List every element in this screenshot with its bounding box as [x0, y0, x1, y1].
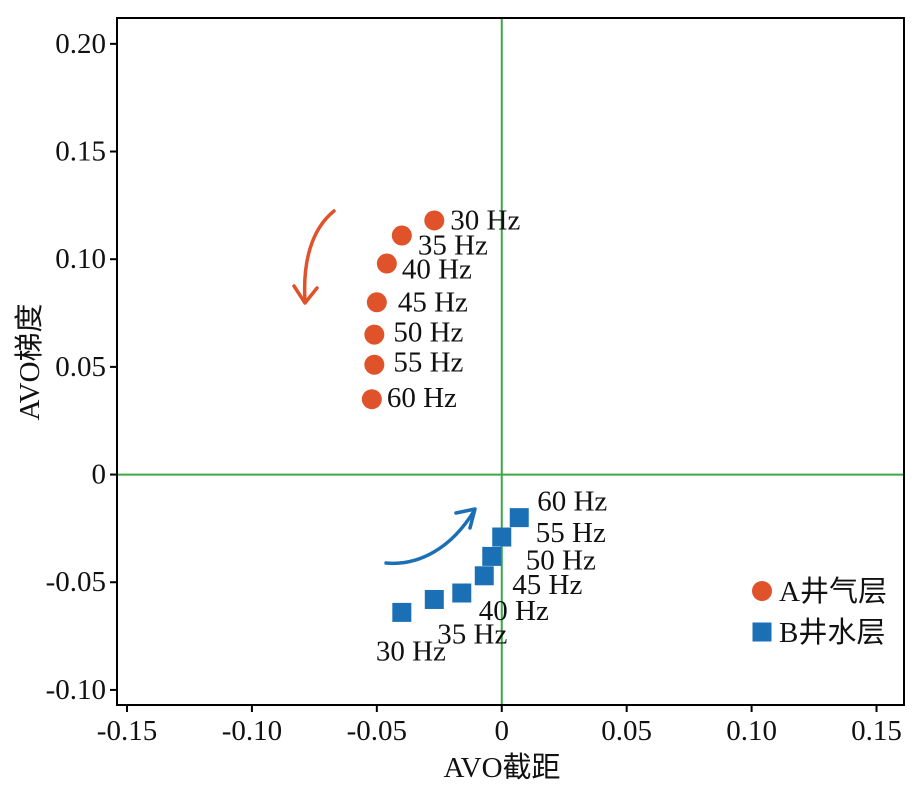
data-point-square	[492, 527, 512, 547]
data-point-circle	[424, 210, 445, 231]
point-frequency-label: 45 Hz	[398, 286, 468, 318]
point-frequency-label: 60 Hz	[387, 382, 457, 414]
data-point-square	[452, 583, 472, 603]
data-point-circle	[361, 389, 382, 410]
x-tick-label: 0.10	[726, 715, 777, 747]
y-tick-label: 0.10	[55, 243, 106, 275]
data-point-circle	[366, 292, 387, 313]
plot-frame	[116, 17, 905, 706]
point-frequency-label: 40 Hz	[402, 254, 472, 286]
y-axis-label: AVO梯度	[13, 303, 46, 420]
data-point-circle	[364, 354, 385, 375]
x-tick-label: -0.05	[347, 715, 407, 747]
point-frequency-label: 50 Hz	[393, 317, 463, 349]
point-frequency-label: 60 Hz	[537, 486, 607, 518]
trend-arrow-a-head	[292, 284, 319, 305]
legend-marker-b	[752, 622, 772, 642]
x-axis: -0.15 -0.10 -0.05 0 0.05 0.10 0.15	[97, 705, 902, 747]
point-frequency-label: 30 Hz	[450, 204, 520, 236]
x-tick-label: 0	[495, 715, 510, 747]
data-point-square	[482, 546, 502, 566]
trend-arrows	[292, 209, 477, 566]
x-tick-label: 0.15	[851, 715, 902, 747]
point-frequency-label: 55 Hz	[393, 347, 463, 379]
x-tick-label: -0.10	[222, 715, 282, 747]
x-axis-label: AVO截距	[443, 751, 560, 784]
data-point-square	[474, 566, 494, 586]
trend-arrow-a	[302, 209, 336, 303]
legend: A井气层 B井水层	[752, 575, 887, 649]
point-frequency-label: 35 Hz	[437, 618, 507, 650]
data-point-square	[392, 602, 412, 622]
data-point-circle	[376, 253, 397, 274]
y-tick-label: 0.15	[55, 136, 106, 168]
zero-reference-lines	[117, 18, 904, 705]
point-frequency-label: 55 Hz	[536, 517, 606, 549]
point-frequency-label: 40 Hz	[479, 595, 549, 627]
point-frequency-label: 50 Hz	[526, 544, 596, 576]
y-tick-label: 0	[92, 459, 107, 491]
data-point-square	[509, 508, 529, 528]
legend-label-a: A井气层	[779, 575, 887, 608]
point-frequency-label: 30 Hz	[376, 635, 446, 667]
legend-marker-a	[752, 581, 772, 601]
trend-arrow-b-head	[454, 507, 477, 530]
trend-arrow-b	[384, 509, 476, 566]
x-tick-label: 0.05	[601, 715, 652, 747]
y-tick-label: -0.10	[46, 674, 106, 706]
y-tick-label: 0.20	[55, 28, 106, 60]
legend-label-b: B井水层	[779, 616, 885, 649]
data-point-circle	[391, 225, 412, 246]
x-tick-label: -0.15	[97, 715, 157, 747]
point-frequency-label: 35 Hz	[418, 230, 488, 262]
y-tick-label: -0.05	[46, 566, 106, 598]
data-point-square	[424, 589, 444, 609]
y-axis: 0.20 0.15 0.10 0.05 0 -0.05 -0.10	[46, 28, 117, 706]
y-tick-label: 0.05	[55, 351, 106, 383]
point-frequency-label: 45 Hz	[512, 569, 582, 601]
data-point-circle	[364, 324, 385, 345]
